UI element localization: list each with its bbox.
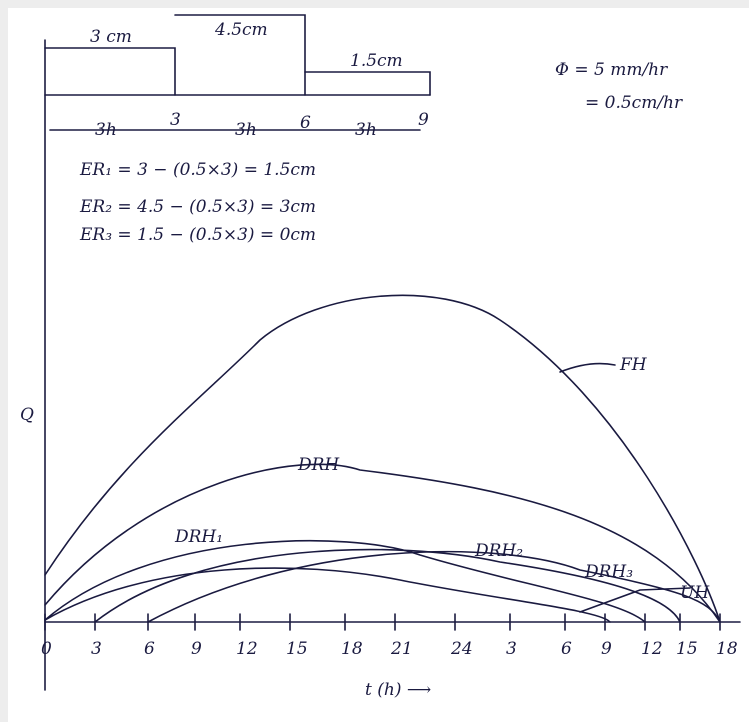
tick-label: 18 [341,639,363,659]
phi: = 0.5cm/hr [585,93,683,113]
time-label: 3h [355,120,377,140]
tick-label: 3 [91,639,102,659]
time-label: 3h [95,120,117,140]
tick-label: 21 [390,639,413,659]
time-label: 3h [235,120,257,140]
tick-label: 0 [41,639,52,659]
time-label: 6 [300,113,311,133]
tick-label: 18 [716,639,738,659]
tick-label: 9 [601,639,612,659]
page: 3 cm 4.5cm 1.5cm 3h 3 3h 6 3h 9 Φ = 5 mm… [0,0,749,722]
block-label: 4.5cm [214,20,268,40]
time-label: 3 [170,110,181,130]
phi: Φ = 5 mm/hr [555,60,668,80]
tick-label: 9 [191,639,202,659]
time-label: 9 [418,110,429,130]
x-label: t (h) ⟶ [365,680,431,700]
tick-label: 15 [676,639,698,659]
curve-label: FH [619,355,648,375]
tick-label: 12 [236,639,258,659]
equation: ER₁ = 3 − (0.5×3) = 1.5cm [79,160,316,180]
tick-label: 6 [144,639,155,659]
equation: ER₃ = 1.5 − (0.5×3) = 0cm [79,225,316,245]
block-label: 3 cm [90,27,132,47]
tick-label: 15 [286,639,308,659]
block-label: 1.5cm [350,51,403,71]
tick-label: 3 [506,639,517,659]
equation: ER₂ = 4.5 − (0.5×3) = 3cm [79,197,316,217]
tick-label: 6 [561,639,572,659]
curve-label: DRH₁ [174,527,223,547]
y-label: Q [20,405,34,425]
tick-label: 12 [641,639,663,659]
tick-label: 24 [450,639,473,659]
